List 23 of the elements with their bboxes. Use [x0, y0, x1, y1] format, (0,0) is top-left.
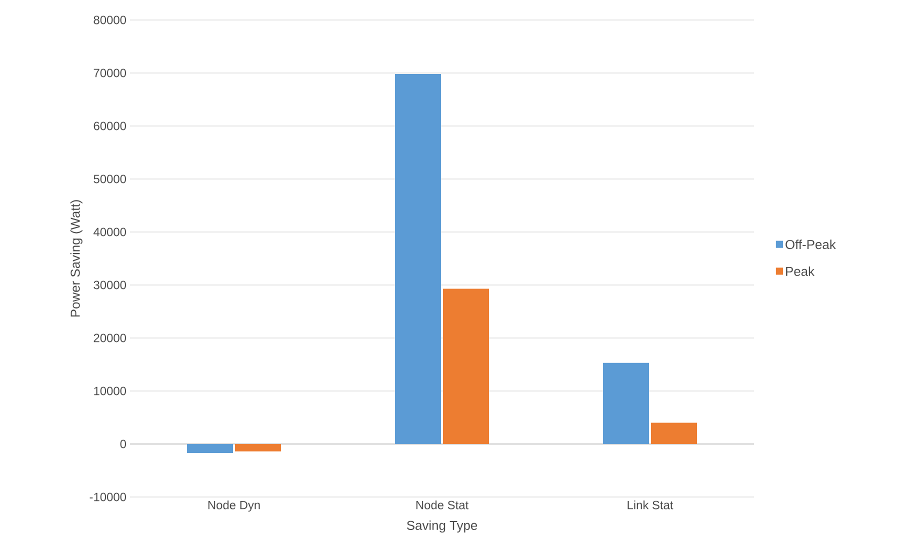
y-tick-label: 80000: [94, 16, 126, 24]
y-tick-label: -10000: [90, 492, 126, 502]
y-tick-label: 70000: [94, 68, 126, 78]
bar: [395, 74, 442, 444]
y-tick-label: 30000: [94, 280, 126, 290]
bar: [603, 362, 650, 444]
y-tick-label: 50000: [94, 174, 126, 184]
legend-label: Peak: [786, 266, 815, 276]
bar: [443, 288, 490, 444]
y-axis-title: Power Saving (Watt): [70, 200, 82, 317]
y-tick-label: 0: [120, 440, 126, 448]
y-tick-label: 40000: [94, 228, 126, 236]
x-axis-title: Saving Type: [406, 520, 478, 533]
legend-label: Off-Peak: [786, 240, 836, 250]
bar: [235, 444, 282, 452]
y-tick-label: 60000: [94, 122, 126, 130]
x-tick-label: Link Stat: [628, 500, 674, 510]
y-tick-label: 10000: [94, 386, 126, 396]
y-tick-label: 20000: [94, 334, 126, 342]
bar: [651, 422, 698, 444]
x-tick-label: Node Dyn: [208, 500, 260, 512]
x-tick-label: Node Stat: [416, 500, 468, 510]
bar: [187, 444, 234, 453]
